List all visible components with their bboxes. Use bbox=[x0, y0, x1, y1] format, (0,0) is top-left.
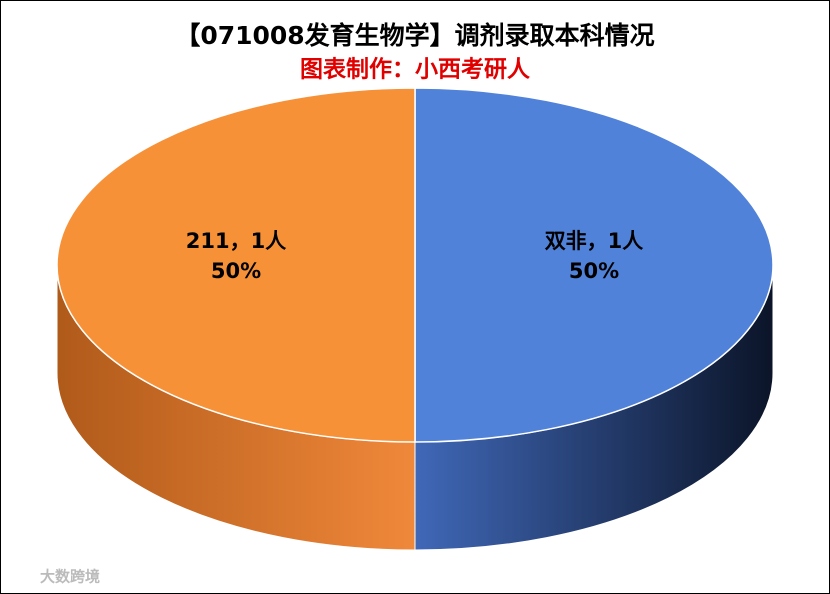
data-label: 211，1人 bbox=[186, 229, 286, 253]
slice-top bbox=[56, 87, 416, 443]
data-label-percent: 50% bbox=[211, 259, 261, 283]
data-label: 双非，1人 bbox=[545, 229, 644, 253]
chart-title: 【071008发育生物学】调剂录取本科情况 bbox=[175, 21, 654, 50]
watermark: 大数跨境 bbox=[40, 568, 100, 586]
data-label-percent: 50% bbox=[569, 259, 619, 283]
chart-subtitle: 图表制作：小西考研人 bbox=[300, 57, 531, 83]
slice-top bbox=[414, 87, 774, 443]
